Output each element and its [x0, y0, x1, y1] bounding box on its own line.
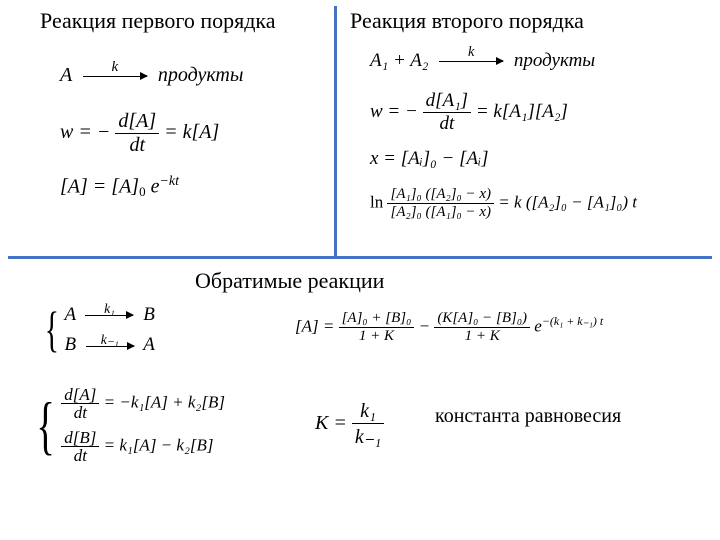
arrow-label-k: k — [83, 59, 147, 76]
arrow-label-k2: k — [439, 44, 503, 61]
de1-den: dt — [61, 403, 99, 421]
arrow-label-rev: k₋₁ — [86, 329, 134, 351]
de2-den: dt — [61, 446, 99, 464]
de2-rhs: = k₁[A] − k₂[B] — [104, 435, 214, 454]
slide: Реакция первого порядка A k продукты w =… — [0, 0, 720, 540]
eq-second-order-xdef: x = [Aᵢ]₀ − [Aᵢ] — [370, 148, 488, 170]
arrow-first-order: k — [83, 76, 147, 77]
eq-second-order-scheme: A₁ + A₂ k продукты — [370, 50, 595, 72]
int-rhs: = k ([A₂]₀ − [A₁]₀) t — [498, 192, 637, 211]
text-products: продукты — [158, 64, 244, 86]
eq-first-order-solution: [A] = [A]0 e−kt — [60, 174, 179, 200]
de2-frac: d[B] dt — [61, 429, 99, 464]
rate2-rhs: = k[A₁][A₂] — [476, 101, 568, 122]
K-lhs: K = — [315, 412, 352, 434]
int-ln: ln — [370, 192, 383, 211]
rsoln-t2-den: 1 + K — [434, 327, 530, 345]
rsoln-t1-den: 1 + K — [339, 327, 415, 345]
de1-num: d[A] — [61, 386, 99, 403]
arrow-fwd: k₁ — [85, 315, 133, 316]
rsoln-lhs: [A] = — [295, 316, 339, 335]
vertical-divider — [334, 6, 337, 256]
soln-exp: −kt — [159, 174, 179, 189]
eq-equilibrium-constant: K = k₁ k₋₁ — [315, 400, 384, 449]
eq-first-order-scheme: A k продукты — [60, 64, 243, 87]
rate-lhs: w = − — [60, 121, 110, 143]
rsoln-t1: [A]₀ + [B]₀ 1 + K — [339, 310, 415, 345]
eq-reversible-scheme: { A k₁ B B k₋₁ A — [40, 300, 155, 361]
rsoln-mid: − — [419, 316, 435, 335]
label-equilibrium-constant: константа равновесия — [435, 405, 621, 428]
rsoln-e: e — [534, 316, 542, 335]
rsoln-exp: −(k₁ + k₋₁) t — [542, 314, 603, 328]
soln-lhs: [A] = [A] — [60, 176, 139, 198]
K-num: k₁ — [352, 400, 384, 423]
eq-reversible-de: { d[A] dt = −k₁[A] + k₂[B] d[B] dt = k₁[… — [30, 386, 225, 464]
K-frac: k₁ k₋₁ — [352, 400, 384, 449]
scheme-stack: A k₁ B B k₋₁ A — [64, 300, 154, 361]
heading-second-order: Реакция второго порядка — [350, 8, 584, 34]
rate2-frac: d[A₁] dt — [423, 90, 472, 135]
brace-icon-2: { — [36, 396, 55, 454]
eq-first-order-rate: w = − d[A] dt = k[A] — [60, 110, 219, 157]
brace-icon: { — [45, 308, 59, 352]
rate2-den: dt — [423, 112, 472, 135]
text-A1A2: A₁ + A₂ — [370, 50, 428, 71]
arrow-label-fwd: k₁ — [85, 298, 133, 320]
heading-first-order: Реакция первого порядка — [40, 8, 276, 34]
text-products-2: продукты — [514, 50, 595, 71]
soln-e: e — [146, 176, 160, 198]
K-den: k₋₁ — [352, 423, 384, 449]
rsoln-t2: (K[A]₀ − [B]₀) 1 + K — [434, 310, 530, 345]
fwd-right: B — [143, 304, 155, 325]
rate-rhs: = k[A] — [164, 121, 219, 143]
rate2-num: d[A₁] — [423, 90, 472, 112]
text-A: A — [60, 64, 72, 86]
heading-reversible: Обратимые реакции — [195, 268, 384, 294]
rate2-lhs: w = − — [370, 101, 418, 122]
rev-left: B — [64, 334, 76, 355]
int-frac: [A₁]₀ ([A₂]₀ − x) [A₂]₀ ([A₁]₀ − x) — [387, 186, 494, 221]
de-stack: d[A] dt = −k₁[A] + k₂[B] d[B] dt = k₁[A]… — [61, 386, 225, 464]
int-den: [A₂]₀ ([A₁]₀ − x) — [387, 203, 494, 221]
rsoln-t2-num: (K[A]₀ − [B]₀) — [434, 310, 530, 327]
fwd-left: A — [64, 304, 75, 325]
horizontal-divider — [8, 256, 712, 259]
rev-right: A — [143, 334, 155, 355]
eq-second-order-rate: w = − d[A₁] dt = k[A₁][A₂] — [370, 90, 568, 135]
arrow-second-order: k — [439, 61, 503, 62]
de2-num: d[B] — [61, 429, 99, 446]
rate-num: d[A] — [115, 110, 159, 133]
rate-den: dt — [115, 133, 159, 157]
de1-frac: d[A] dt — [61, 386, 99, 421]
eq-second-order-integrated: ln [A₁]₀ ([A₂]₀ − x) [A₂]₀ ([A₁]₀ − x) =… — [370, 186, 637, 221]
int-num: [A₁]₀ ([A₂]₀ − x) — [387, 186, 494, 203]
arrow-rev: k₋₁ — [86, 346, 134, 347]
de1-rhs: = −k₁[A] + k₂[B] — [104, 392, 225, 411]
rsoln-t1-num: [A]₀ + [B]₀ — [339, 310, 415, 327]
eq-reversible-solution: [A] = [A]₀ + [B]₀ 1 + K − (K[A]₀ − [B]₀)… — [295, 310, 603, 345]
rate-frac: d[A] dt — [115, 110, 159, 157]
